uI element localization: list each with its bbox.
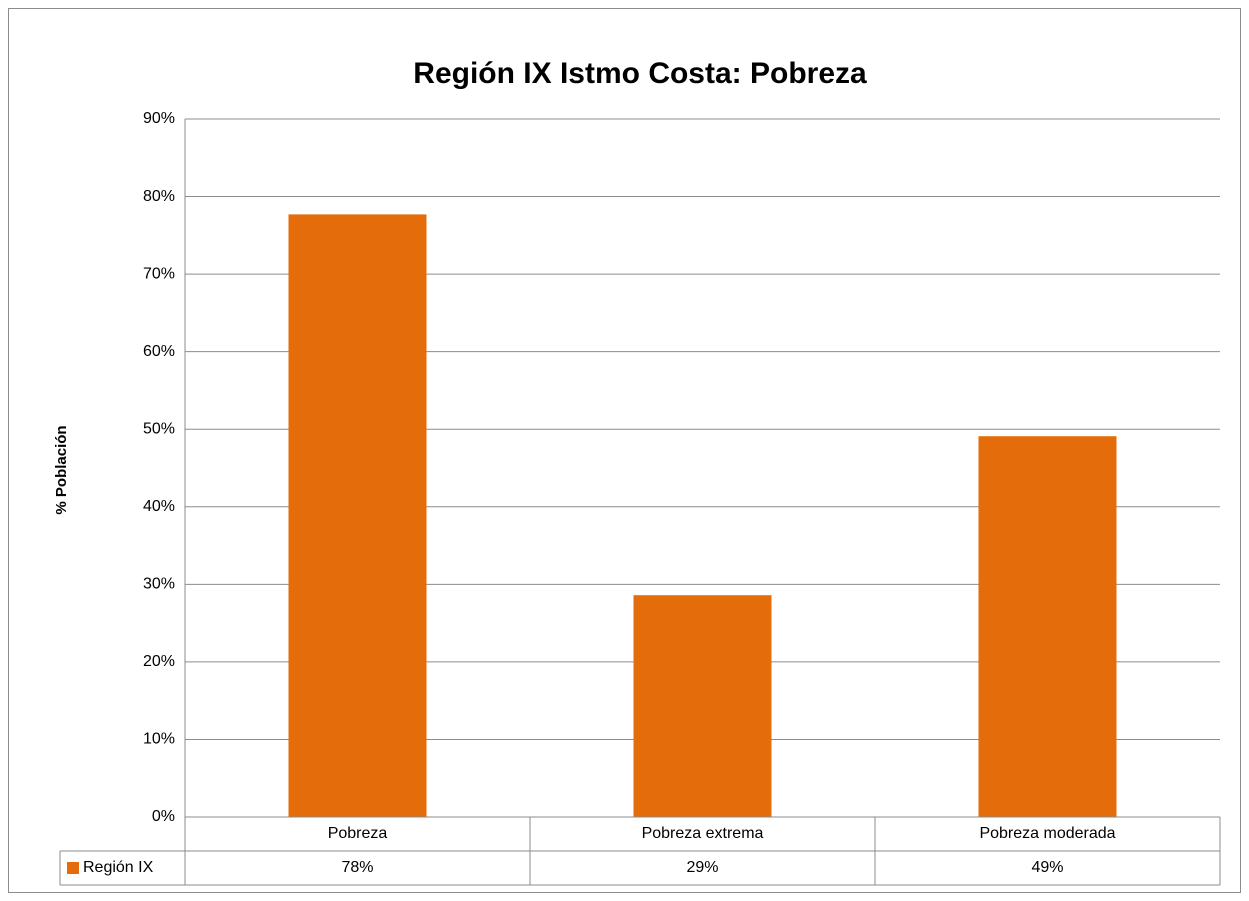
chart-title: Región IX Istmo Costa: Pobreza — [413, 57, 867, 90]
data-table-value: 29% — [686, 859, 718, 876]
bar — [633, 595, 772, 817]
data-table-value: 49% — [1031, 859, 1063, 876]
y-tick-label: 30% — [143, 576, 175, 593]
legend-swatch — [67, 862, 79, 874]
y-tick-label: 70% — [143, 265, 175, 282]
x-tick-label: Pobreza moderada — [979, 825, 1115, 842]
bar — [978, 436, 1117, 817]
legend-label: Región IX — [83, 859, 154, 876]
y-tick-label: 0% — [152, 808, 175, 825]
x-tick-label: Pobreza extrema — [642, 825, 764, 842]
y-tick-label: 60% — [143, 343, 175, 360]
y-tick-label: 80% — [143, 188, 175, 205]
y-tick-label: 50% — [143, 420, 175, 437]
data-table-value: 78% — [341, 859, 373, 876]
y-tick-label: 10% — [143, 731, 175, 748]
y-tick-label: 90% — [143, 110, 175, 127]
y-axis-label: % Población — [53, 425, 70, 514]
bar — [288, 214, 427, 818]
x-tick-label: Pobreza — [328, 825, 388, 842]
y-tick-label: 40% — [143, 498, 175, 515]
y-tick-label: 20% — [143, 653, 175, 670]
